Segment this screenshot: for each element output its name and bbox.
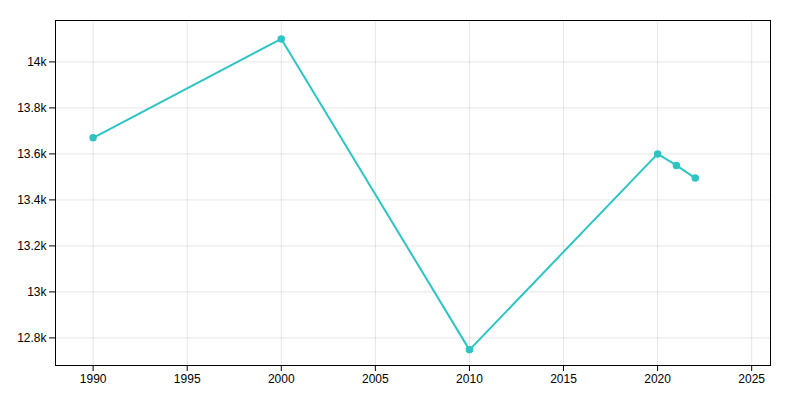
svg-text:2020: 2020 bbox=[644, 372, 671, 386]
svg-text:12.8k: 12.8k bbox=[17, 331, 47, 345]
svg-text:13.8k: 13.8k bbox=[17, 101, 47, 115]
svg-text:1990: 1990 bbox=[80, 372, 107, 386]
svg-text:2010: 2010 bbox=[456, 372, 483, 386]
svg-text:2015: 2015 bbox=[550, 372, 577, 386]
svg-text:2000: 2000 bbox=[268, 372, 295, 386]
svg-text:2025: 2025 bbox=[738, 372, 765, 386]
svg-text:14k: 14k bbox=[27, 55, 47, 69]
svg-text:2005: 2005 bbox=[362, 372, 389, 386]
svg-text:13.2k: 13.2k bbox=[17, 239, 47, 253]
svg-text:13.6k: 13.6k bbox=[17, 147, 47, 161]
svg-text:13.4k: 13.4k bbox=[17, 193, 47, 207]
svg-text:1995: 1995 bbox=[174, 372, 201, 386]
svg-text:13k: 13k bbox=[27, 285, 47, 299]
